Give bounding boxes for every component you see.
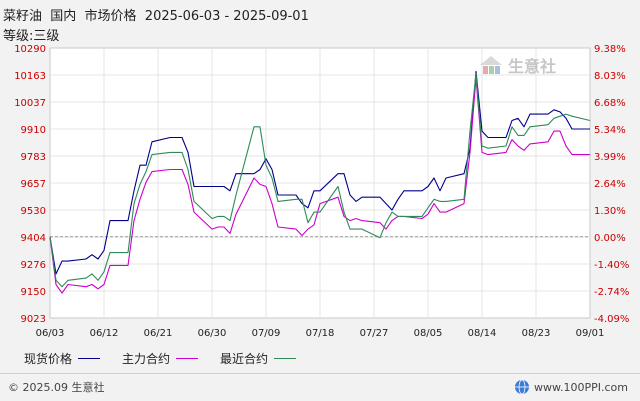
y-left-tick-label: 9657	[21, 179, 46, 190]
grade-label: 等级:三级	[3, 29, 60, 44]
left-axis-ticks: 10290 10163 10037 9910 9783 9657 9530 9404 9276 9…	[14, 44, 46, 325]
y-left-tick-label: 9783	[21, 152, 46, 163]
y-left-tick-label: 9910	[21, 125, 46, 136]
y-right-tick-label: 1.30%	[594, 206, 626, 217]
y-right-tick-label: 8.03%	[594, 71, 626, 82]
x-tick-label: 07/27	[360, 328, 389, 339]
y-right-tick-label: 0.00%	[594, 233, 626, 244]
y-left-tick-label: 9150	[21, 287, 46, 298]
series-line-main	[49, 77, 590, 294]
y-right-tick-label: 2.64%	[594, 179, 626, 190]
footer: © 2025.09 生意社 www.100PPI.com	[0, 373, 640, 401]
y-right-tick-label: 9.38%	[594, 44, 626, 55]
watermark-text: 生意社	[508, 57, 557, 76]
y-right-tick-label: 5.34%	[594, 125, 626, 136]
y-left-tick-label: 9023	[21, 314, 46, 325]
watermark: 生意社	[478, 53, 556, 77]
legend-item-recent: 最近合约	[220, 350, 297, 367]
y-left-tick-label: 9276	[21, 260, 46, 271]
legend-label-main: 主力合约	[122, 352, 171, 366]
y-left-tick-label: 9404	[21, 233, 46, 244]
legend-label-spot: 现货价格	[24, 352, 73, 366]
x-tick-label: 09/01	[576, 328, 605, 339]
x-tick-label: 07/09	[252, 328, 281, 339]
watermark-logo-icon	[480, 56, 502, 74]
y-left-tick-label: 9530	[21, 206, 46, 217]
y-left-tick-label: 10290	[14, 44, 46, 55]
right-axis-ticks: 9.38% 8.03% 6.68% 5.34% 3.99% 2.64% 1.30% 0.00%…	[594, 44, 629, 325]
series-line-recent	[49, 73, 591, 288]
y-right-tick-label: 3.99%	[594, 152, 626, 163]
x-tick-label: 07/18	[306, 328, 335, 339]
x-tick-label: 06/30	[198, 328, 227, 339]
y-left-tick-label: 10037	[14, 98, 46, 109]
y-right-tick-label: 6.68%	[594, 98, 626, 109]
legend-line-recent	[274, 358, 297, 359]
legend-item-main: 主力合约	[122, 350, 199, 367]
y-right-tick-label: -1.40%	[594, 260, 629, 271]
legend-line-main	[176, 358, 199, 359]
x-tick-label: 06/03	[36, 328, 65, 339]
site-link[interactable]: www.100PPI.com	[514, 379, 628, 395]
copyright-text: © 2025.09 生意社	[8, 381, 105, 394]
site-url: www.100PPI.com	[534, 380, 628, 394]
y-right-tick-label: -4.09%	[594, 314, 629, 325]
legend-item-spot: 现货价格	[24, 350, 101, 367]
x-tick-label: 08/23	[522, 328, 551, 339]
x-tick-label: 08/05	[414, 328, 443, 339]
x-tick-label: 06/12	[90, 328, 119, 339]
series-lines	[49, 70, 591, 294]
legend: 现货价格 主力合约 最近合约	[24, 350, 318, 367]
gridlines	[50, 48, 590, 318]
series-line-spot	[49, 70, 590, 275]
x-tick-label: 06/21	[144, 328, 173, 339]
chart-title: 菜籽油 国内 市场价格 2025-06-03 - 2025-09-01	[3, 9, 309, 24]
legend-line-spot	[78, 358, 101, 359]
y-right-tick-label: -2.74%	[594, 287, 629, 298]
x-axis-ticks: 06/03 06/12 06/21 06/30 07/09 07/18 07/27 08/05…	[36, 328, 605, 339]
x-tick-label: 08/14	[468, 328, 497, 339]
legend-label-recent: 最近合约	[220, 352, 269, 366]
y-left-tick-label: 10163	[14, 71, 46, 82]
globe-icon	[515, 379, 530, 395]
